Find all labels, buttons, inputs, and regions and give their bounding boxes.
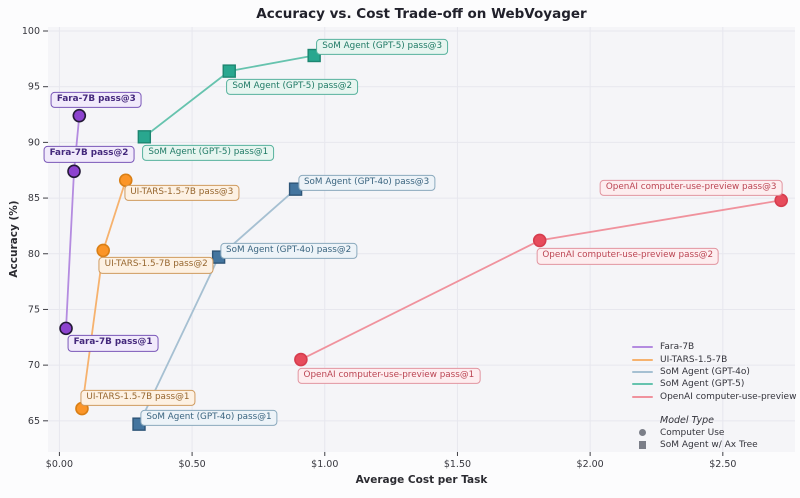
marker-som-agent-gpt-5-pass-1 <box>137 130 152 144</box>
legend-model-type-title: Model Type <box>660 414 715 426</box>
marker-openai-computer-use-preview-pass-3 <box>774 193 789 208</box>
legend-spacer <box>632 403 796 414</box>
marker-fara-7b-pass-1 <box>59 321 73 336</box>
circle-marker-glyph <box>639 429 646 437</box>
legend-line-swatch <box>632 383 653 386</box>
chart-title: Accuracy vs. Cost Trade-off on WebVoyage… <box>256 6 587 22</box>
circle-marker-icon <box>632 429 653 437</box>
marker-ui-tars-1-5-7b-pass-1 <box>75 401 89 416</box>
legend-item-som-agent-gpt-4o: SoM Agent (GPT-4o) <box>632 366 796 378</box>
marker-fara-7b-pass-3 <box>72 108 87 123</box>
y-axis-title: Accuracy (%) <box>8 200 20 278</box>
y-tick-label: 70 <box>28 360 40 371</box>
marker-som-agent-gpt-5-pass-2 <box>222 64 236 78</box>
x-tick-label: $0.50 <box>178 459 205 470</box>
legend-line-swatch <box>632 395 653 398</box>
marker-openai-computer-use-preview-pass-1 <box>294 352 308 367</box>
legend-item-ui-tars-1-5-7b: UI-TARS-1.5-7B <box>632 353 796 365</box>
legend-line-swatch <box>632 346 653 349</box>
square-marker-icon <box>632 441 653 449</box>
y-tick-label: 95 <box>28 82 40 93</box>
marker-openai-computer-use-preview-pass-2 <box>532 233 547 248</box>
legend-line-swatch <box>632 358 653 361</box>
marker-som-agent-gpt-4o-pass-3 <box>288 182 303 196</box>
marker-ui-tars-1-5-7b-pass-3 <box>118 173 133 188</box>
x-tick-label: $1.50 <box>444 459 471 470</box>
legend-model-type-label: SoM Agent w/ Ax Tree <box>660 439 758 450</box>
y-tick-label: 80 <box>28 249 40 260</box>
marker-som-agent-gpt-5-pass-3 <box>307 48 321 63</box>
y-tick-label: 90 <box>28 137 40 148</box>
y-tick-label: 100 <box>22 26 40 37</box>
legend-line-swatch <box>632 370 653 373</box>
y-tick-label: 65 <box>28 416 40 427</box>
legend-item-label: UI-TARS-1.5-7B <box>660 354 728 365</box>
x-tick-label: $0.00 <box>46 459 73 470</box>
legend-item-label: SoM Agent (GPT-4o) <box>660 366 750 377</box>
marker-fara-7b-pass-2 <box>67 164 81 179</box>
square-marker-glyph <box>638 441 647 449</box>
legend-item-fara-7b: Fara-7B <box>632 341 796 353</box>
legend-item-label: OpenAI computer-use-preview <box>660 391 797 402</box>
marker-som-agent-gpt-4o-pass-1 <box>132 417 146 431</box>
marker-som-agent-gpt-4o-pass-2 <box>211 250 226 264</box>
y-tick-label: 75 <box>28 304 40 315</box>
legend-model-type-label: Computer Use <box>660 427 725 438</box>
x-tick-label: $1.00 <box>311 459 338 470</box>
x-tick-label: $2.00 <box>577 459 604 470</box>
legend-item-openai-computer-use-preview: OpenAI computer-use-preview <box>632 391 796 403</box>
legend: Fara-7B UI-TARS-1.5-7B SoM Agent (GPT-4o) S… <box>632 341 796 451</box>
legend-item-label: Fara-7B <box>660 342 695 353</box>
legend-model-type-computer-use: Computer Use <box>632 426 796 438</box>
legend-item-som-agent-gpt-5: SoM Agent (GPT-5) <box>632 378 796 390</box>
legend-model-type-som-agent-w-ax-tree: SoM Agent w/ Ax Tree <box>632 439 796 451</box>
x-axis-title: Average Cost per Task <box>355 474 488 486</box>
marker-ui-tars-1-5-7b-pass-2 <box>96 243 110 258</box>
legend-item-label: SoM Agent (GPT-5) <box>660 379 745 390</box>
y-tick-label: 85 <box>28 193 40 204</box>
x-tick-label: $2.50 <box>709 459 736 470</box>
